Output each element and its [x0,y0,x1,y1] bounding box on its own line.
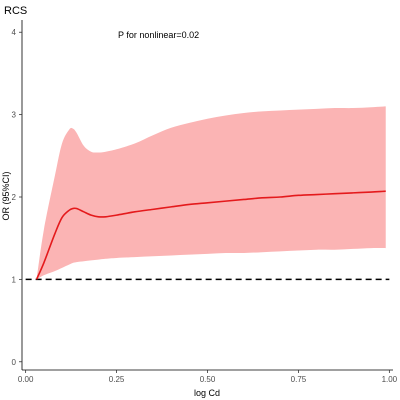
y-axis-title: OR (95%CI) [1,171,11,220]
plot-area: 0 1 2 3 4 0.00 0.25 0.50 0.75 1.00 [12,20,398,384]
x-axis-title: log Cd [194,388,220,398]
x-tick-label-4: 1.00 [382,375,398,384]
chart-title: RCS [4,5,27,17]
y-tick-label-4: 4 [12,28,17,37]
or-curve-0 [35,190,386,280]
ci-band-0 [36,106,386,280]
x-tick-label-3: 0.75 [291,375,307,384]
y-tick-label-3: 3 [12,111,17,120]
x-tick-label-2: 0.50 [200,375,216,384]
x-tick-label-1: 0.25 [109,375,125,384]
y-tick-label-1: 1 [12,275,17,284]
y-tick-label-2: 2 [12,193,17,202]
y-tick-label-0: 0 [12,358,17,367]
p-nonlinear-annotation: P for nonlinear=0.02 [118,30,199,40]
x-tick-label-0: 0.00 [18,375,34,384]
